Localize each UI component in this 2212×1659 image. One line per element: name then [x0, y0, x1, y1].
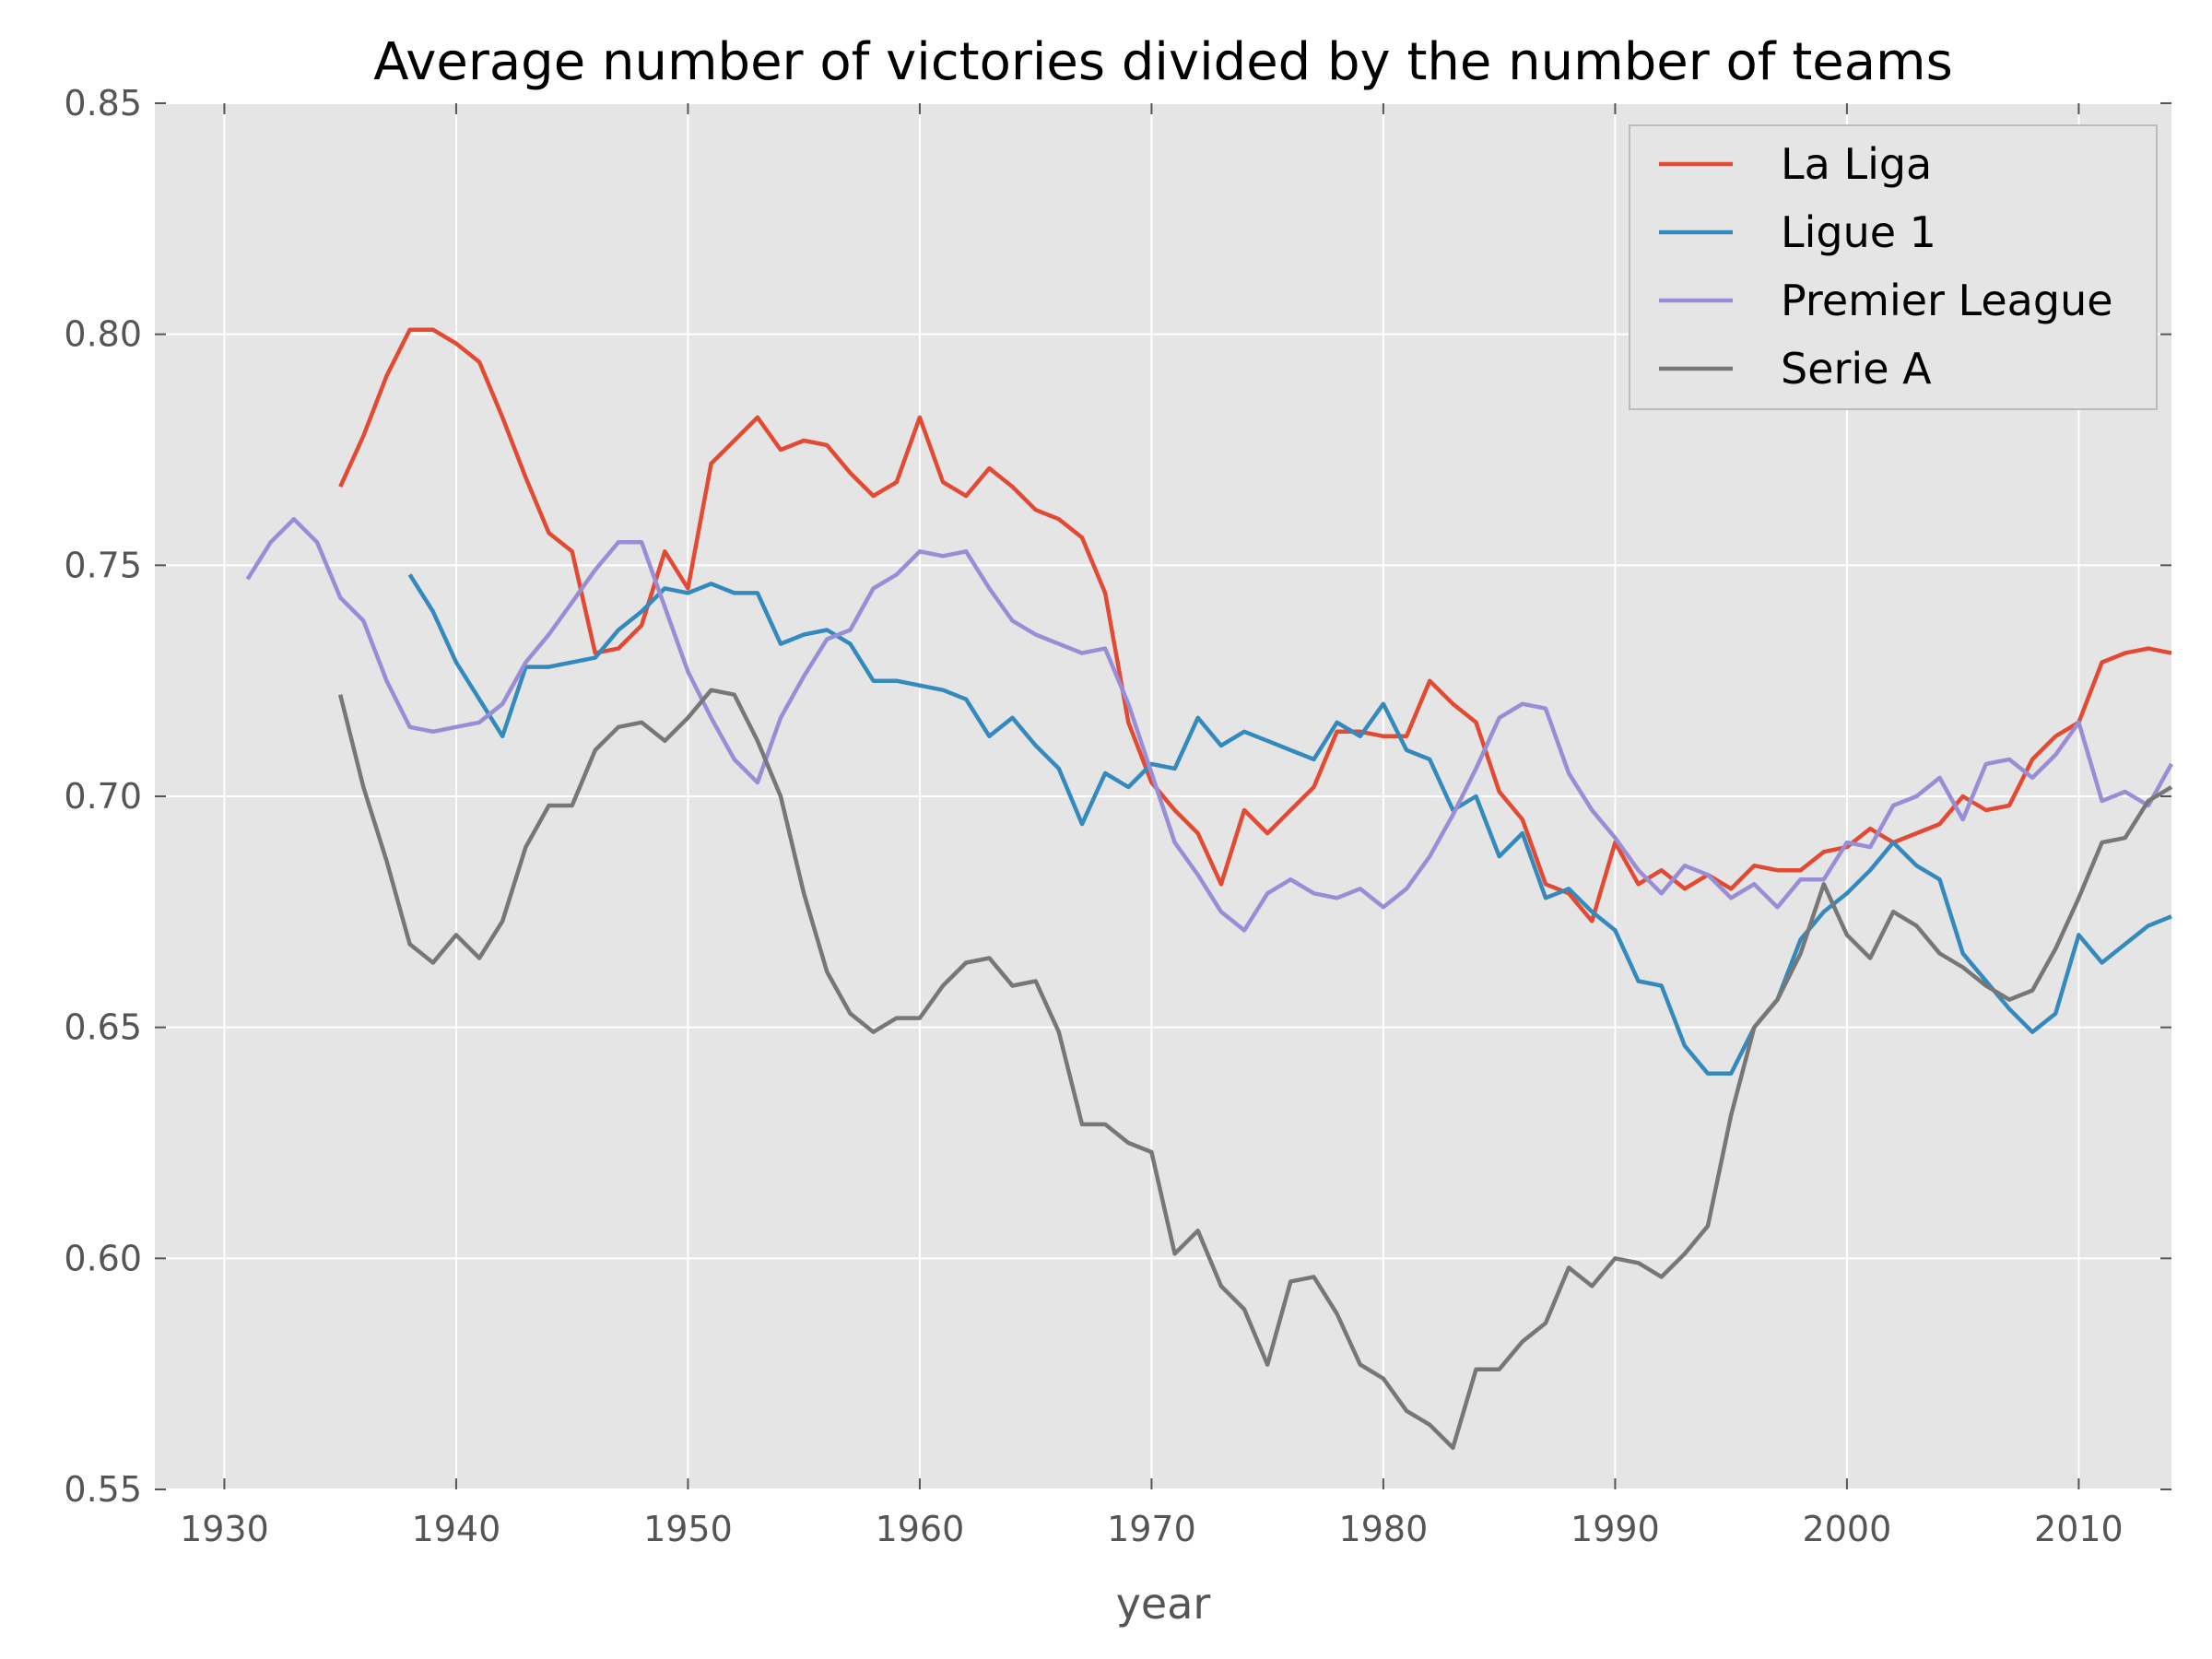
- y-tick-label: 0.60: [64, 1238, 142, 1278]
- x-tick-label: 1960: [876, 1509, 965, 1549]
- series-line-serie-a: [338, 688, 2173, 1451]
- y-tick-label: 0.85: [64, 83, 142, 124]
- tick-marks: [155, 102, 2171, 1490]
- x-tick-label: 1940: [412, 1509, 501, 1549]
- chart-title: Average number of victories divided by t…: [373, 32, 1953, 92]
- legend-box: [1629, 124, 2158, 410]
- legend-label-ligue-1: Ligue 1: [1781, 207, 1936, 257]
- series-line-la-liga: [338, 327, 2172, 924]
- x-tick-label: 2010: [2034, 1509, 2124, 1549]
- series-line-premier-league: [245, 516, 2173, 933]
- x-tick-label: 1930: [180, 1509, 269, 1549]
- x-tick-label: 2000: [1803, 1509, 1892, 1549]
- y-tick-label: 0.55: [64, 1469, 142, 1510]
- x-tick-label: 1950: [643, 1509, 733, 1549]
- y-tick-label: 0.65: [64, 1007, 142, 1048]
- y-tick-label: 0.80: [64, 314, 142, 355]
- x-tick-label: 1980: [1339, 1509, 1429, 1549]
- legend-label-premier-league: Premier League: [1781, 276, 2113, 325]
- y-tick-label: 0.75: [64, 545, 142, 585]
- y-tick-label: 0.70: [64, 776, 142, 817]
- series-line-ligue-1: [407, 573, 2172, 1077]
- legend: La Liga Ligue 1 Premier League Serie A: [1629, 124, 2158, 410]
- legend-label-la-liga: La Liga: [1781, 139, 1932, 189]
- x-axis-label: year: [1116, 1579, 1211, 1629]
- tick-labels: 1930 1940 1950 1960 1970 1980 1990 2000 2010 0.55…: [64, 83, 2123, 1549]
- series-lines: [245, 327, 2173, 1451]
- x-tick-label: 1990: [1571, 1509, 1660, 1549]
- x-tick-label: 1970: [1107, 1509, 1196, 1549]
- legend-label-serie-a: Serie A: [1781, 344, 1932, 394]
